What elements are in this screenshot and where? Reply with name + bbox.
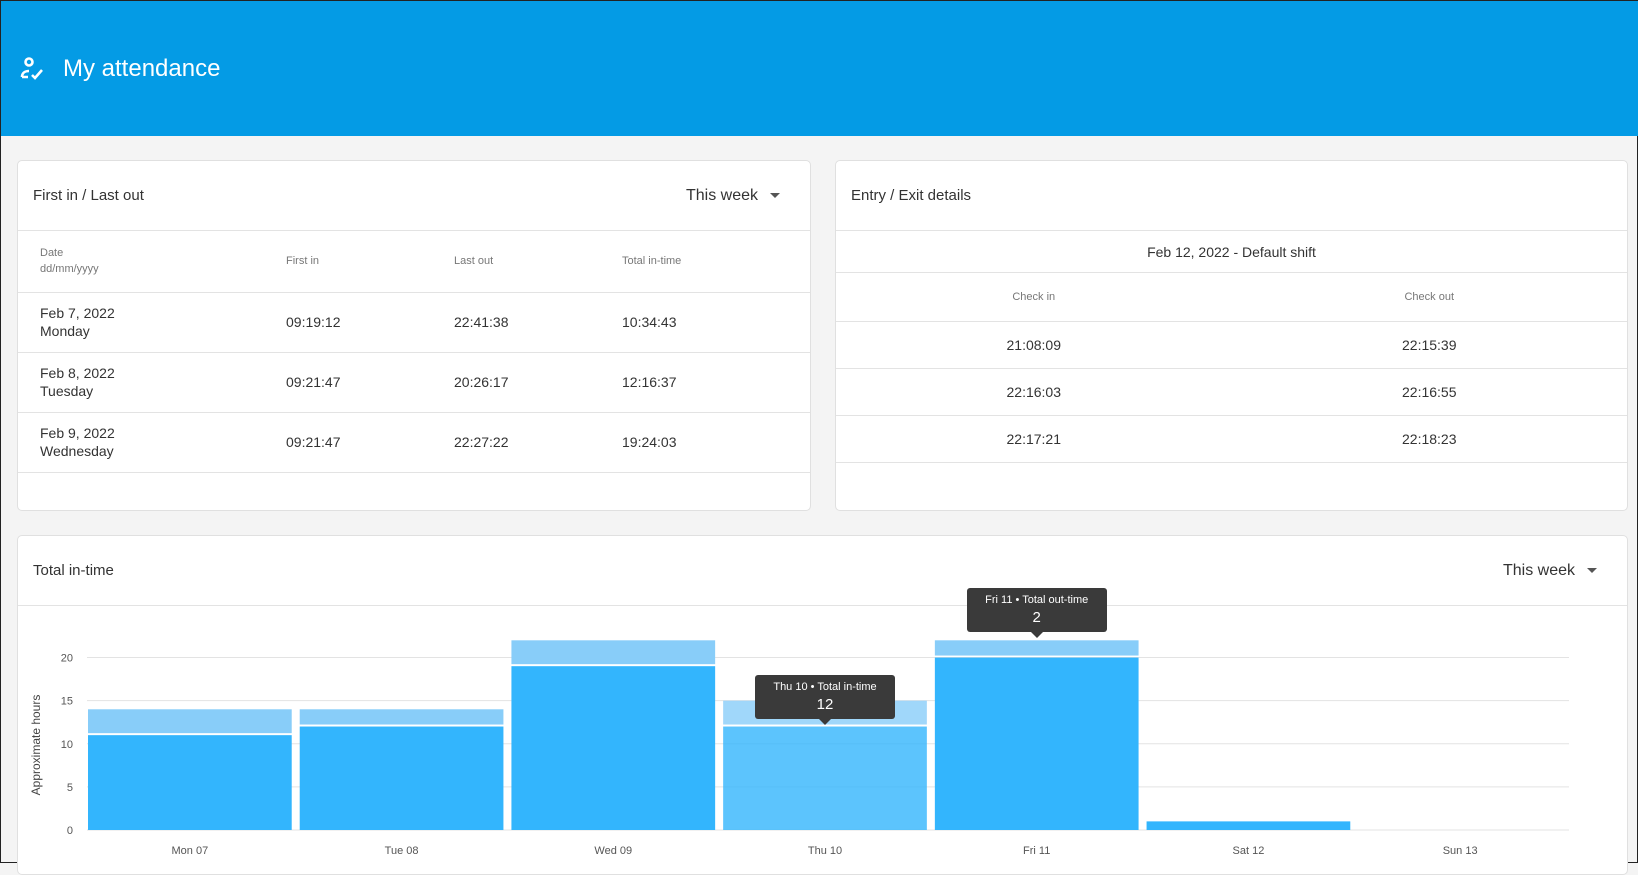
check-in-cell: 22:17:21 [836,415,1232,463]
day-text: Tuesday [40,383,94,399]
y-axis-label: Approximate hours [29,695,43,796]
period-dropdown[interactable]: This week [1503,562,1597,580]
check-out-cell: 22:16:55 [1231,368,1627,416]
bar-out-time[interactable] [299,709,504,725]
col-last-out: Last out [454,231,622,293]
check-in-cell: 22:16:03 [836,368,1232,416]
bar-in-time[interactable] [511,666,716,830]
first-in-cell: 09:19:12 [286,292,454,353]
period-label: This week [1502,561,1575,579]
y-tick-label: 20 [61,653,73,665]
date-cell: Feb 9, 2022 Wednesday [18,412,286,473]
col-date-label: Date [40,247,64,260]
total-cell: 12:16:37 [622,352,810,413]
y-tick-label: 10 [61,739,73,751]
card-title: Entry / Exit details [851,187,972,204]
x-tick-label: Sat 12 [1233,845,1265,857]
first-in-cell: 09:21:47 [286,352,454,413]
x-tick-label: Thu 10 [808,845,842,857]
col-first-in: First in [286,231,454,293]
date-text: Feb 8, 2022 [40,365,115,381]
bar-in-time[interactable] [934,657,1139,830]
x-tick-label: Mon 07 [172,845,209,857]
col-check-out: Check out [1231,273,1627,322]
table-row[interactable]: Feb 9, 2022 Wednesday 09:21:47 22:27:22 19:2… [18,412,810,473]
check-out-cell: 22:15:39 [1231,321,1627,369]
x-tick-label: Wed 09 [594,845,632,857]
first-last-card: First in / Last out This week Date dd/mm/… [17,160,811,511]
shift-label: Feb 12, 2022 - Default shift [836,231,1627,273]
table-row: 22:17:21 22:18:23 [836,415,1627,463]
day-text: Wednesday [40,443,114,459]
check-out-cell: 22:18:23 [1231,415,1627,463]
y-tick-label: 0 [67,825,73,837]
tooltip-value: 12 [816,695,834,713]
table-row: 21:08:09 22:15:39 [836,321,1627,369]
period-label: This week [685,186,758,204]
chart-tooltip: Thu 10 • Total in-time 12 [755,674,895,725]
tooltip-label: Thu 10 • Total in-time [773,680,877,693]
bar-out-time[interactable] [88,709,292,734]
user-check-icon [20,56,43,80]
bar-in-time[interactable] [723,726,927,830]
bar-in-time[interactable] [1146,821,1351,830]
last-out-cell: 22:27:22 [454,412,622,473]
table-row[interactable]: Feb 8, 2022 Tuesday 09:21:47 20:26:17 12:16:… [18,352,810,413]
table-row: 22:16:03 22:16:55 [836,368,1627,416]
bar-out-time[interactable] [511,640,716,665]
day-text: Monday [40,323,90,339]
page-header: My attendance [1,1,1638,136]
entry-exit-card: Entry / Exit details Feb 12, 2022 - Defa… [835,160,1628,511]
bar-in-time[interactable] [299,726,504,830]
first-last-table: Date dd/mm/yyyy First in Last out Total i… [18,231,810,473]
bar-chart: 0 5 10 15 20 Approximate hours Mon 07 Tue 08 Wed… [29,640,1569,857]
bar-out-time[interactable] [934,640,1139,656]
total-cell: 10:34:43 [622,292,810,353]
tooltip-label: Fri 11 • Total out-time [985,594,1089,607]
bar-in-time[interactable] [88,735,292,830]
chart-tooltip: Fri 11 • Total out-time 2 [966,588,1107,639]
total-cell: 19:24:03 [622,412,810,473]
y-tick-label: 15 [61,696,73,708]
entry-exit-table: Check in Check out 21:08:09 22:15:39 22:16… [836,273,1627,463]
date-text: Feb 9, 2022 [40,425,115,441]
first-in-cell: 09:21:47 [286,412,454,473]
x-tick-label: Tue 08 [385,845,419,857]
caret-down-icon [1587,568,1597,573]
col-total: Total in-time [622,231,810,293]
card-title: Total in-time [33,562,114,579]
col-date-format: dd/mm/yyyy [40,263,99,276]
tooltip-value: 2 [1032,609,1041,627]
col-date: Date dd/mm/yyyy [18,231,286,293]
col-check-in: Check in [836,273,1232,322]
date-cell: Feb 8, 2022 Tuesday [18,352,286,413]
y-tick-label: 5 [67,782,73,794]
page-title: My attendance [63,54,221,82]
last-out-cell: 22:41:38 [454,292,622,353]
last-out-cell: 20:26:17 [454,352,622,413]
period-dropdown[interactable]: This week [686,187,780,205]
card-title: First in / Last out [33,187,144,204]
table-row[interactable]: Feb 7, 2022 Monday 09:19:12 22:41:38 10:34:4… [18,292,810,353]
x-tick-label: Fri 11 [1023,845,1050,857]
date-cell: Feb 7, 2022 Monday [18,292,286,353]
x-tick-label: Sun 13 [1443,845,1478,857]
caret-down-icon [770,193,780,198]
date-text: Feb 7, 2022 [40,305,115,321]
check-in-cell: 21:08:09 [836,321,1232,369]
